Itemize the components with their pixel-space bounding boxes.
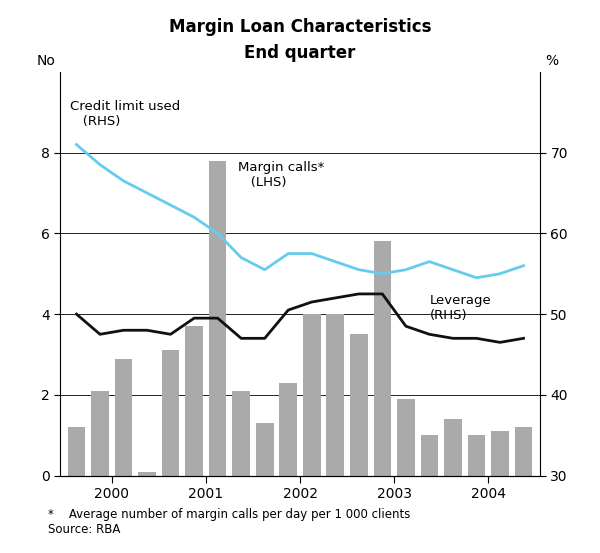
Bar bbox=[115, 358, 133, 476]
Bar bbox=[162, 351, 179, 476]
Bar bbox=[303, 314, 320, 476]
Bar bbox=[374, 242, 391, 476]
Bar bbox=[209, 161, 226, 476]
Bar bbox=[467, 435, 485, 476]
Bar bbox=[444, 419, 462, 476]
Bar bbox=[232, 391, 250, 476]
Text: No: No bbox=[37, 54, 55, 68]
Text: *    Average number of margin calls per day per 1 000 clients
Source: RBA: * Average number of margin calls per day… bbox=[48, 508, 410, 536]
Bar bbox=[515, 427, 532, 476]
Text: Leverage
(RHS): Leverage (RHS) bbox=[430, 294, 491, 322]
Bar bbox=[397, 399, 415, 476]
Text: Credit limit used
   (RHS): Credit limit used (RHS) bbox=[70, 100, 180, 128]
Bar bbox=[256, 423, 274, 476]
Bar bbox=[326, 314, 344, 476]
Bar bbox=[91, 391, 109, 476]
Bar bbox=[185, 326, 203, 476]
Title: Margin Loan Characteristics
End quarter: Margin Loan Characteristics End quarter bbox=[169, 18, 431, 62]
Bar bbox=[421, 435, 438, 476]
Text: Margin calls*
   (LHS): Margin calls* (LHS) bbox=[238, 161, 324, 189]
Bar bbox=[138, 472, 156, 476]
Bar bbox=[68, 427, 85, 476]
Bar bbox=[491, 431, 509, 476]
Bar bbox=[350, 334, 368, 476]
Bar bbox=[280, 383, 297, 476]
Text: %: % bbox=[545, 54, 558, 68]
